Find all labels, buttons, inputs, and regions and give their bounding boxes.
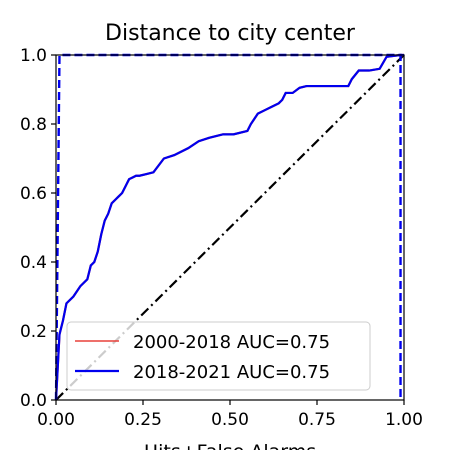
y-tick-label: 0.8 [20,115,47,135]
x-tick-label: 0.25 [124,410,162,430]
series-layer [54,53,404,401]
series-line-3 [54,53,402,401]
chart-title: Distance to city center [105,21,356,46]
legend: 2000-2018 AUC=0.75 2018-2021 AUC=0.75 [66,321,371,391]
x-tick-label: 1.00 [385,410,423,430]
x-tick-label: 0.75 [298,410,336,430]
x-tick-label: 0.00 [37,410,75,430]
x-axis-ticks: 0.00 0.25 0.50 0.75 1.00 [37,400,423,430]
legend-label-1: 2000-2018 AUC=0.75 [133,332,330,353]
y-axis-ticks: 0.0 0.2 0.4 0.6 0.8 1.0 [20,46,56,411]
y-tick-label: 0.6 [20,184,47,204]
y-tick-label: 0.2 [20,322,47,342]
y-tick-label: 0.4 [20,253,47,273]
y-tick-label: 1.0 [20,46,47,66]
x-axis-label: Hits+False Alarms [144,441,316,450]
legend-box [66,321,371,391]
series-line-2 [54,53,404,401]
legend-label-2: 2018-2021 AUC=0.75 [133,362,330,383]
y-tick-label: 0.0 [20,391,47,411]
x-tick-label: 0.50 [211,410,249,430]
